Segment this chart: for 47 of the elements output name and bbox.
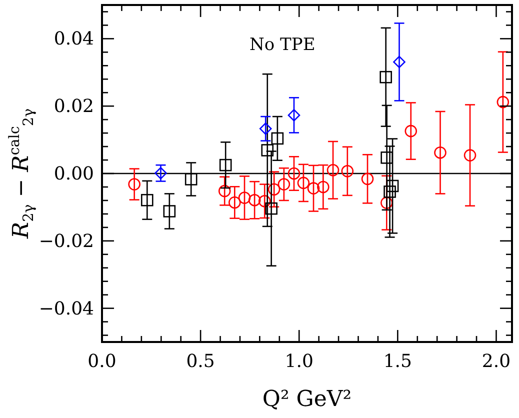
y-tick-label: 0.00 (54, 164, 94, 184)
point (496, 96, 510, 108)
point (219, 158, 232, 172)
point (288, 167, 300, 180)
point (384, 186, 396, 198)
point (261, 144, 274, 156)
point (297, 176, 310, 190)
point (393, 56, 406, 68)
point (307, 182, 320, 194)
point (271, 132, 284, 145)
annotation: No TPE (250, 35, 316, 55)
point (341, 164, 354, 178)
point (380, 196, 393, 209)
point (140, 194, 154, 206)
x-tick-label: 1.0 (284, 351, 314, 372)
point (259, 122, 272, 135)
y-tick-label: −0.02 (38, 230, 94, 252)
x-tick-label: 0.5 (186, 351, 215, 372)
y-tick-label: −0.04 (38, 298, 94, 320)
x-tick-label: 0.0 (88, 351, 116, 372)
point (317, 180, 330, 194)
point (326, 164, 340, 176)
point (248, 194, 261, 206)
point (278, 178, 290, 190)
point (163, 205, 176, 218)
y-tick-label: 0.02 (54, 96, 94, 118)
point (228, 196, 241, 209)
point (464, 149, 476, 162)
point (218, 184, 231, 198)
point (154, 167, 167, 180)
point (268, 183, 280, 196)
point (386, 180, 399, 192)
x-tick-label: 1.5 (383, 351, 412, 372)
point (288, 109, 300, 122)
point (361, 172, 374, 186)
x-axis-title: Q² GeV² (262, 387, 352, 412)
point (238, 192, 251, 204)
x-tick-label: 2.0 (482, 351, 511, 372)
point (258, 194, 271, 208)
y-tick-label: 0.04 (54, 28, 94, 50)
point (404, 124, 418, 138)
point (128, 178, 140, 190)
point (265, 202, 278, 215)
point (434, 146, 446, 159)
point (380, 70, 392, 84)
point (380, 152, 393, 164)
point (184, 173, 198, 186)
